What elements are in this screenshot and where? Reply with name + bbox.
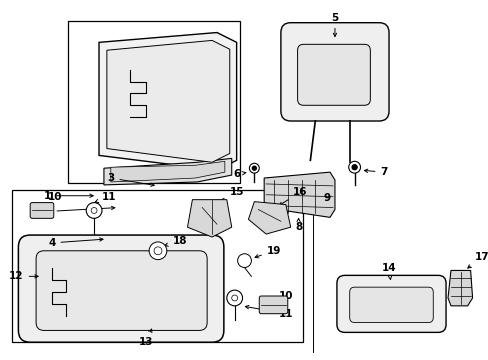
Polygon shape — [111, 161, 224, 182]
FancyBboxPatch shape — [19, 235, 224, 342]
Text: 18: 18 — [164, 236, 186, 246]
Text: 6: 6 — [233, 169, 245, 179]
Circle shape — [252, 166, 256, 170]
Bar — [67, 21, 239, 183]
FancyBboxPatch shape — [280, 23, 388, 121]
Polygon shape — [264, 172, 334, 217]
FancyBboxPatch shape — [30, 203, 54, 219]
Polygon shape — [187, 200, 231, 237]
Text: 14: 14 — [381, 264, 396, 279]
Text: 4: 4 — [48, 238, 103, 248]
Text: 8: 8 — [294, 219, 302, 232]
Polygon shape — [104, 158, 231, 185]
FancyBboxPatch shape — [336, 275, 445, 332]
FancyBboxPatch shape — [349, 287, 432, 323]
Text: 9: 9 — [323, 193, 329, 203]
Text: 11: 11 — [95, 192, 116, 203]
Text: 10: 10 — [44, 192, 62, 207]
Text: 19: 19 — [255, 246, 281, 258]
Circle shape — [86, 203, 102, 219]
Polygon shape — [107, 40, 229, 162]
Text: 13: 13 — [139, 329, 153, 347]
Circle shape — [226, 290, 242, 306]
Text: 10: 10 — [274, 291, 292, 301]
FancyBboxPatch shape — [36, 251, 207, 330]
Polygon shape — [248, 202, 290, 234]
Text: 7: 7 — [364, 167, 387, 177]
Circle shape — [149, 242, 166, 260]
Circle shape — [231, 295, 237, 301]
Polygon shape — [447, 270, 471, 306]
Circle shape — [91, 207, 97, 213]
Text: 11: 11 — [245, 305, 292, 319]
Bar — [13, 190, 302, 342]
Text: 15: 15 — [215, 187, 244, 203]
Circle shape — [351, 165, 356, 170]
Text: 1: 1 — [44, 191, 93, 201]
Circle shape — [249, 163, 259, 173]
Text: 17: 17 — [467, 252, 488, 268]
FancyBboxPatch shape — [297, 44, 369, 105]
Text: 5: 5 — [331, 13, 338, 36]
Text: 2: 2 — [44, 206, 115, 216]
Text: 3: 3 — [107, 173, 154, 186]
Circle shape — [348, 161, 360, 173]
Text: 16: 16 — [279, 187, 307, 206]
Circle shape — [237, 254, 251, 267]
Circle shape — [154, 247, 162, 255]
FancyBboxPatch shape — [259, 296, 287, 314]
Text: 12: 12 — [9, 271, 38, 282]
Polygon shape — [99, 32, 236, 170]
